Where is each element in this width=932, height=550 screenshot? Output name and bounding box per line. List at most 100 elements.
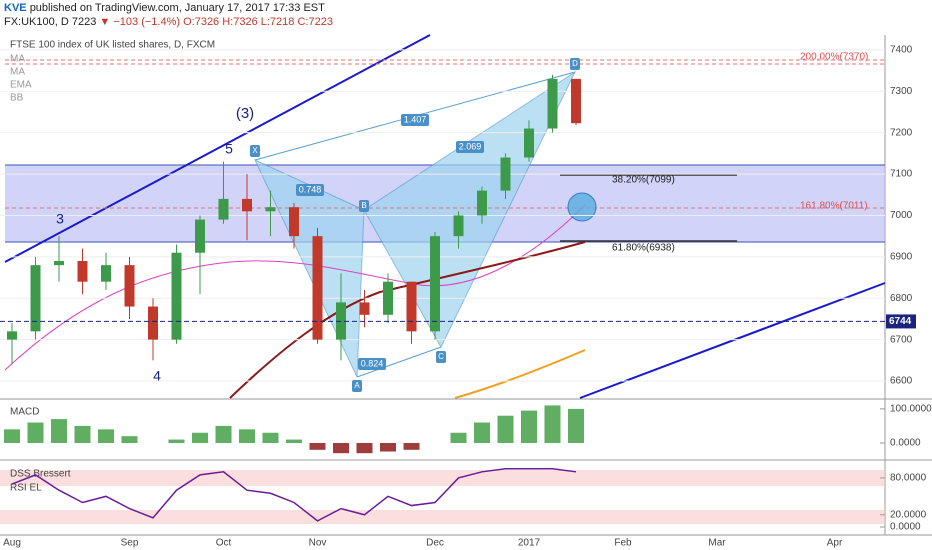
wave-label: 4 (153, 368, 161, 384)
macd-bar (544, 405, 561, 443)
y-tick-label: 0.0000 (890, 522, 921, 533)
macd-bar (333, 442, 349, 454)
ratio-label: 0.748 (299, 184, 322, 194)
label-box (436, 351, 446, 363)
macd-bar (521, 410, 537, 443)
y-tick-label: 80.0000 (890, 473, 927, 484)
y-tick-label: 20.0000 (890, 509, 927, 520)
candle-body (547, 78, 558, 129)
price-label-box (886, 314, 916, 329)
panel-subtitle: RSI EL (10, 483, 42, 494)
macd-bar (168, 439, 185, 443)
candle-body (77, 260, 88, 282)
indicator-label: BB (10, 93, 24, 104)
published: published on TradingView.com, January 17… (29, 2, 325, 14)
candle-body (148, 306, 158, 340)
trend-line (579, 282, 886, 399)
x-tick-label: Sep (121, 538, 139, 549)
candle-body (359, 302, 370, 315)
label-box (358, 358, 386, 370)
macd-bar (356, 442, 373, 454)
y-tick-label: 7100 (890, 169, 913, 180)
macd-bar (568, 408, 584, 443)
symbol: FX:UK100, D (4, 16, 69, 28)
target-circle (567, 192, 597, 222)
y-tick-label: 6700 (890, 334, 913, 345)
y-tick-label: 6800 (890, 293, 913, 304)
y-tick-label: 6900 (890, 251, 913, 262)
macd-bar (474, 422, 490, 443)
indicator-label: MA (10, 67, 25, 78)
candle-body (171, 252, 182, 340)
point-label: B (361, 201, 366, 210)
macd-bar (309, 442, 326, 450)
point-label: X (252, 146, 258, 155)
y-tick-label: 7200 (890, 127, 913, 138)
x-tick-label: Feb (614, 538, 632, 549)
candle-body (7, 331, 17, 340)
ema-line (454, 349, 586, 399)
macd-bar (262, 432, 279, 443)
pattern-ac (356, 346, 442, 378)
candle-body (289, 207, 299, 237)
macd-bar (74, 425, 91, 443)
macd-bar (98, 429, 114, 443)
y-tick-label: 7000 (890, 210, 913, 221)
y-tick-label: 100.0000 (890, 404, 932, 415)
macd-bar (380, 442, 396, 452)
candle-body (218, 198, 229, 220)
macd-bar (51, 419, 67, 443)
candle-body (524, 128, 534, 158)
chart-title: FTSE 100 index of UK listed shares, D, F… (10, 40, 215, 51)
dss-band (0, 510, 885, 524)
label-box (570, 58, 580, 70)
y-tick-label: 6600 (890, 376, 913, 387)
macd-bar (215, 425, 232, 443)
fi-label: 200.00%(7370) (800, 52, 868, 63)
x-tick-label: Oct (216, 538, 232, 549)
candle-body (406, 281, 417, 332)
dss-band (0, 470, 885, 486)
candle-body (500, 157, 511, 191)
macd-bar (497, 415, 514, 443)
panel-title: DSS Bressert (10, 469, 71, 480)
candle-body (477, 190, 487, 216)
candle-body (571, 78, 581, 124)
macd-bar (27, 422, 44, 443)
header: KVE published on TradingView.com, Januar… (4, 1, 333, 29)
wave-label: (3) (236, 105, 254, 122)
trend-line (4, 34, 431, 263)
label-box (401, 114, 429, 126)
macd-bar (4, 429, 20, 443)
macd-bar (239, 429, 255, 443)
label-box (359, 200, 369, 212)
x-tick-label: Nov (309, 538, 327, 549)
candle-body (453, 215, 464, 237)
macd-bar (450, 432, 467, 443)
candle-body (242, 198, 252, 212)
label-box (250, 145, 260, 157)
macd-bar (192, 432, 208, 443)
price-label: 6744 (889, 316, 912, 327)
macd-bar (403, 442, 420, 450)
point-label: A (354, 381, 360, 390)
candle-body (430, 236, 440, 332)
x-tick-label: Mar (708, 538, 726, 549)
candle-body (383, 281, 393, 315)
point-label: C (438, 352, 444, 361)
y-tick-label: 7300 (890, 86, 913, 97)
dss-line (11, 467, 577, 522)
label-box (296, 184, 324, 196)
point-label: D (572, 59, 578, 68)
last: 7223 (71, 16, 97, 28)
label-box (352, 380, 362, 392)
macd-bar (121, 436, 138, 443)
candle-body (30, 265, 41, 332)
label-box (456, 141, 484, 153)
fi-label: 161.80%(7011) (800, 201, 868, 212)
candle-body (265, 207, 276, 212)
x-tick-label: Apr (827, 538, 843, 549)
wave-label: 3 (56, 211, 64, 227)
x-tick-label: Dec (426, 538, 444, 549)
